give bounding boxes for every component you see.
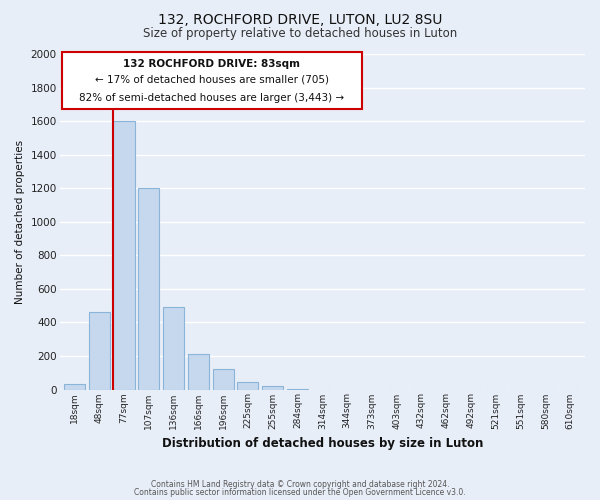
Bar (89, 312, 110, 390)
Bar (188, 354, 209, 390)
FancyBboxPatch shape (62, 52, 362, 110)
Text: Contains public sector information licensed under the Open Government Licence v3: Contains public sector information licen… (134, 488, 466, 497)
Text: 132 ROCHFORD DRIVE: 83sqm: 132 ROCHFORD DRIVE: 83sqm (124, 58, 301, 68)
Text: Contains HM Land Registry data © Crown copyright and database right 2024.: Contains HM Land Registry data © Crown c… (151, 480, 449, 489)
Bar (262, 386, 283, 390)
Bar (113, 121, 134, 390)
Text: Size of property relative to detached houses in Luton: Size of property relative to detached ho… (143, 28, 457, 40)
Bar (64, 384, 85, 390)
Bar (212, 370, 233, 390)
Bar (287, 388, 308, 390)
Bar (238, 382, 259, 390)
Text: ← 17% of detached houses are smaller (705): ← 17% of detached houses are smaller (70… (95, 75, 329, 85)
Text: 82% of semi-detached houses are larger (3,443) →: 82% of semi-detached houses are larger (… (79, 93, 344, 103)
X-axis label: Distribution of detached houses by size in Luton: Distribution of detached houses by size … (161, 437, 483, 450)
Y-axis label: Number of detached properties: Number of detached properties (15, 140, 25, 304)
Bar (138, 188, 160, 390)
Bar (163, 308, 184, 390)
Text: 132, ROCHFORD DRIVE, LUTON, LU2 8SU: 132, ROCHFORD DRIVE, LUTON, LU2 8SU (158, 12, 442, 26)
